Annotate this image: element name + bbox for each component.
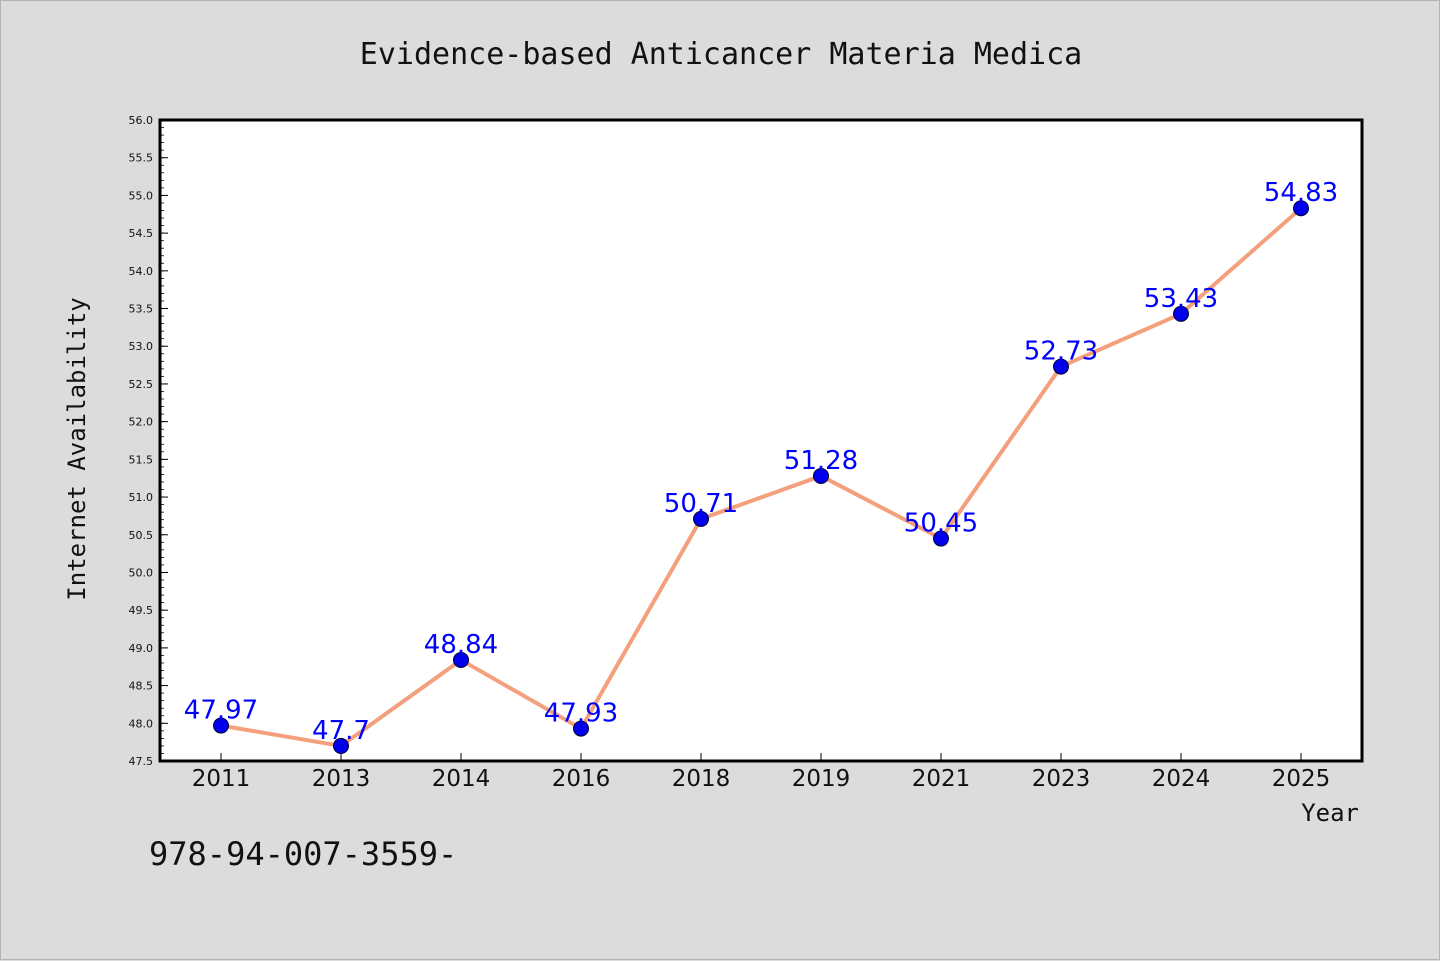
y-tick-label: 55.0 [129,189,154,202]
y-axis-label: Internet Availability [63,297,91,600]
x-tick-label: 2011 [192,766,251,792]
chart-title: Evidence-based Anticancer Materia Medica [360,37,1082,72]
y-tick-label: 55.5 [129,152,154,165]
y-tick-label: 50.5 [129,529,154,542]
data-label: 47.93 [544,699,618,729]
data-point [1173,305,1189,322]
y-tick-label: 47.5 [129,755,154,768]
data-label: 47.7 [312,716,370,746]
data-label: 50.71 [664,489,738,519]
y-tick-label: 52.0 [129,416,154,429]
y-tick-label: 51.5 [129,453,154,466]
y-tick-label: 51.0 [129,491,154,504]
x-tick-label: 2025 [1272,766,1331,792]
y-tick-label: 56.0 [129,114,154,127]
x-tick-label: 2019 [792,766,851,792]
y-tick-label: 54.5 [129,227,154,240]
y-tick-label: 49.0 [129,642,154,655]
data-point [1293,200,1309,217]
data-point [1053,358,1069,375]
y-tick-label: 54.0 [129,265,154,278]
data-point [573,720,589,737]
data-label: 48.84 [424,630,498,660]
x-tick-label: 2023 [1032,766,1091,792]
data-label: 47.97 [184,696,258,726]
x-tick-label: 2016 [552,766,611,792]
data-point [333,737,349,754]
data-point [933,530,949,547]
series-line [220,206,1303,748]
plot-area [158,118,1364,763]
data-point [213,717,229,734]
data-series: 47.97 47.7 48.84 47.93 50.71 51.28 50.45 52.73 5… [184,178,1338,754]
data-label: 52.73 [1024,337,1098,367]
data-point [813,467,829,484]
y-axis: 47.5 48.0 48.5 49.0 49.5 50.0 50.5 51.0 51.5 52.0… [129,114,168,768]
x-tick-label: 2018 [672,766,731,792]
y-tick-label: 48.5 [129,680,154,693]
y-tick-label: 48.0 [129,717,154,730]
y-tick-label: 52.5 [129,378,154,391]
y-tick-label: 53.0 [129,340,154,353]
y-tick-label: 50.0 [129,566,154,579]
footer-isbn: 978-94-007-3559- [149,835,457,873]
data-point [693,510,709,527]
data-label: 50.45 [904,509,978,539]
y-tick-label: 49.5 [129,604,154,617]
x-tick-label: 2021 [912,766,971,792]
x-tick-label: 2024 [1152,766,1211,792]
data-label: 51.28 [784,446,858,476]
data-label: 54.83 [1264,178,1338,208]
x-axis: 2011 2013 2014 2016 2018 2019 2021 2023 2024 2025 [192,753,1331,792]
data-label: 53.43 [1144,284,1218,314]
x-tick-label: 2014 [432,766,491,792]
x-axis-label: Year [1301,799,1359,827]
x-tick-label: 2013 [312,766,371,792]
data-point [453,651,469,668]
y-tick-label: 53.5 [129,303,154,316]
